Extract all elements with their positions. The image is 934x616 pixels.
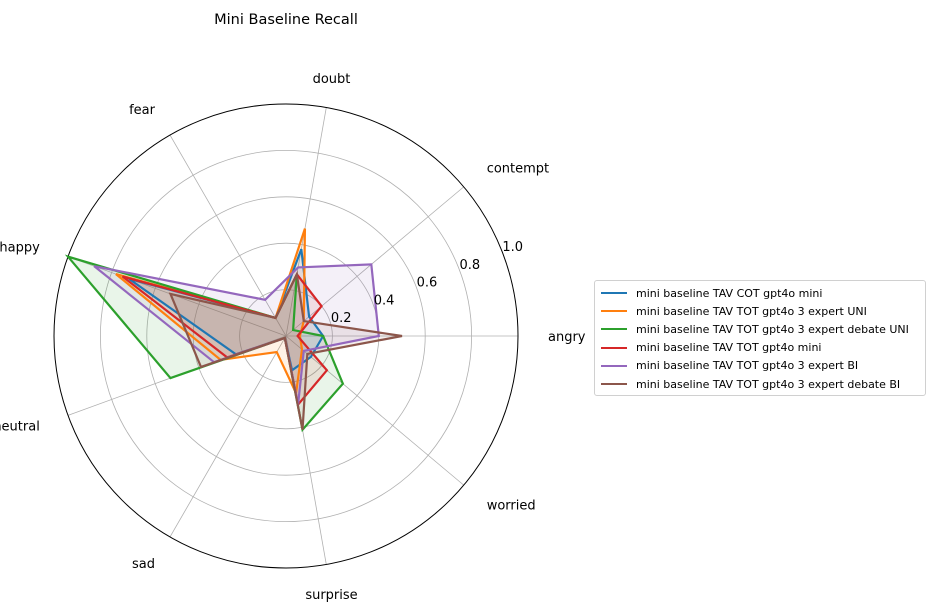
category-label: surprise bbox=[305, 588, 357, 603]
series-line bbox=[93, 263, 380, 405]
series-line bbox=[64, 254, 345, 433]
radial-tick-label: 1.0 bbox=[502, 240, 523, 255]
radial-tick-label: 0.4 bbox=[374, 293, 395, 308]
category-label: sad bbox=[132, 557, 155, 572]
legend-swatch bbox=[601, 346, 627, 349]
legend-item: mini baseline TAV TOT gpt4o 3 expert UNI bbox=[601, 302, 919, 320]
series-line bbox=[168, 270, 403, 430]
series-fill bbox=[122, 274, 327, 405]
category-label: angry bbox=[548, 330, 586, 345]
legend-item: mini baseline TAV TOT gpt4o 3 expert deb… bbox=[601, 375, 919, 393]
spoke-line bbox=[169, 335, 287, 538]
category-label: contempt bbox=[487, 162, 549, 177]
series-fill bbox=[129, 249, 324, 371]
legend-item: mini baseline TAV TOT gpt4o mini bbox=[601, 339, 919, 357]
legend-label: mini baseline TAV TOT gpt4o 3 expert BI bbox=[636, 359, 859, 373]
category-label: fear bbox=[129, 103, 156, 118]
legend-swatch bbox=[601, 310, 627, 313]
series-lines bbox=[64, 228, 403, 433]
legend-swatch bbox=[601, 292, 627, 295]
legend-label: mini baseline TAV TOT gpt4o 3 expert deb… bbox=[636, 322, 909, 336]
spoke-line bbox=[169, 134, 287, 337]
radial-tick-label: 0.6 bbox=[417, 276, 438, 291]
grid-circle bbox=[99, 149, 473, 523]
legend: mini baseline TAV COT gpt4o mini mini bas… bbox=[594, 280, 926, 396]
outer-frame bbox=[53, 103, 519, 569]
legend-item: mini baseline TAV COT gpt4o mini bbox=[601, 284, 919, 302]
axis-labels: 0.2 0.4 0.6 0.8 1.0 angry contempt doubt fear hap… bbox=[0, 72, 586, 603]
legend-label: mini baseline TAV TOT gpt4o mini bbox=[636, 341, 822, 355]
legend-label: mini baseline TAV TOT gpt4o 3 expert deb… bbox=[636, 377, 901, 391]
spoke-line bbox=[285, 186, 464, 337]
legend-swatch bbox=[601, 383, 627, 386]
radial-tick-label: 0.8 bbox=[459, 258, 480, 273]
series-line bbox=[121, 272, 329, 408]
legend-label: mini baseline TAV COT gpt4o mini bbox=[636, 286, 823, 300]
spoke-line bbox=[285, 335, 464, 486]
legend-item: mini baseline TAV TOT gpt4o 3 expert BI bbox=[601, 357, 919, 375]
category-label: neutral bbox=[0, 420, 40, 435]
chart-title: Mini Baseline Recall bbox=[214, 12, 358, 28]
series-fill bbox=[115, 228, 305, 394]
legend-swatch bbox=[601, 328, 627, 331]
category-label: doubt bbox=[313, 72, 351, 87]
legend-label: mini baseline TAV TOT gpt4o 3 expert UNI bbox=[636, 304, 867, 318]
category-label: happy bbox=[0, 240, 40, 255]
radial-tick-label: 0.2 bbox=[331, 311, 352, 326]
legend-swatch bbox=[601, 364, 627, 367]
series-fill bbox=[170, 274, 402, 430]
legend-item: mini baseline TAV TOT gpt4o 3 expert deb… bbox=[601, 320, 919, 338]
series-line bbox=[115, 228, 307, 397]
category-label: worried bbox=[487, 498, 536, 513]
spoke-line bbox=[285, 107, 327, 337]
grid-circle bbox=[146, 196, 426, 476]
